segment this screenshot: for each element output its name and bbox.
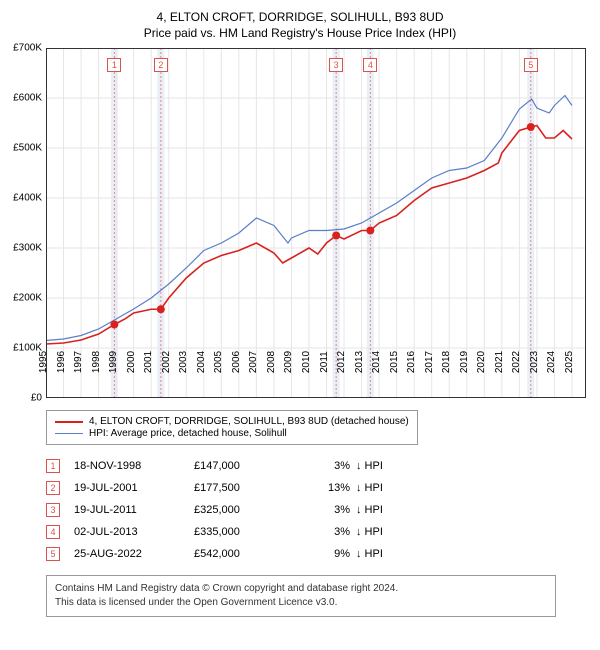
event-price: £335,000 bbox=[194, 526, 294, 538]
x-tick-label: 1995 bbox=[38, 351, 49, 373]
y-tick-label: £400K bbox=[13, 193, 42, 204]
event-price: £542,000 bbox=[194, 548, 294, 560]
x-tick-label: 2021 bbox=[494, 351, 505, 373]
event-num: 1 bbox=[46, 459, 60, 473]
event-pct: 3% bbox=[294, 526, 354, 538]
chart-title: 4, ELTON CROFT, DORRIDGE, SOLIHULL, B93 … bbox=[8, 10, 592, 24]
x-tick-label: 2012 bbox=[336, 351, 347, 373]
x-tick-label: 2009 bbox=[283, 351, 294, 373]
y-tick-label: £300K bbox=[13, 243, 42, 254]
x-tick-label: 2005 bbox=[213, 351, 224, 373]
event-pct: 3% bbox=[294, 460, 354, 472]
x-tick-label: 2025 bbox=[564, 351, 575, 373]
event-price: £147,000 bbox=[194, 460, 294, 472]
attribution-line2: This data is licensed under the Open Gov… bbox=[55, 596, 547, 609]
event-num: 2 bbox=[46, 481, 60, 495]
x-tick-label: 2013 bbox=[354, 351, 365, 373]
x-tick-label: 2003 bbox=[178, 351, 189, 373]
x-tick-label: 1996 bbox=[56, 351, 67, 373]
x-tick-label: 1997 bbox=[73, 351, 84, 373]
attribution: Contains HM Land Registry data © Crown c… bbox=[46, 575, 556, 617]
event-num: 3 bbox=[46, 503, 60, 517]
legend-item: HPI: Average price, detached house, Soli… bbox=[55, 428, 409, 439]
event-marker-3: 3 bbox=[329, 58, 343, 72]
x-tick-label: 2004 bbox=[196, 351, 207, 373]
event-date: 25-AUG-2022 bbox=[74, 548, 194, 560]
x-tick-label: 2008 bbox=[266, 351, 277, 373]
x-tick-label: 2007 bbox=[248, 351, 259, 373]
event-direction: ↓ HPI bbox=[354, 548, 414, 560]
x-tick-label: 2001 bbox=[143, 351, 154, 373]
event-date: 02-JUL-2013 bbox=[74, 526, 194, 538]
x-tick-label: 2011 bbox=[319, 351, 330, 373]
chart-area: £0£100K£200K£300K£400K£500K£600K£700K 12… bbox=[46, 48, 600, 398]
x-tick-label: 2020 bbox=[476, 351, 487, 373]
x-tick-label: 2015 bbox=[389, 351, 400, 373]
x-tick-label: 2010 bbox=[301, 351, 312, 373]
legend-item: 4, ELTON CROFT, DORRIDGE, SOLIHULL, B93 … bbox=[55, 416, 409, 427]
x-tick-label: 2019 bbox=[459, 351, 470, 373]
event-marker-5: 5 bbox=[524, 58, 538, 72]
event-direction: ↓ HPI bbox=[354, 460, 414, 472]
event-row: 2 19-JUL-2001 £177,500 13% ↓ HPI bbox=[46, 477, 414, 499]
y-tick-label: £500K bbox=[13, 143, 42, 154]
x-tick-label: 2024 bbox=[546, 351, 557, 373]
event-direction: ↓ HPI bbox=[354, 482, 414, 494]
event-row: 3 19-JUL-2011 £325,000 3% ↓ HPI bbox=[46, 499, 414, 521]
y-tick-label: £600K bbox=[13, 93, 42, 104]
legend: 4, ELTON CROFT, DORRIDGE, SOLIHULL, B93 … bbox=[46, 410, 418, 445]
x-tick-label: 2023 bbox=[529, 351, 540, 373]
event-pct: 9% bbox=[294, 548, 354, 560]
event-row: 4 02-JUL-2013 £335,000 3% ↓ HPI bbox=[46, 521, 414, 543]
event-pct: 13% bbox=[294, 482, 354, 494]
event-direction: ↓ HPI bbox=[354, 526, 414, 538]
y-tick-label: £200K bbox=[13, 293, 42, 304]
events-table: 1 18-NOV-1998 £147,000 3% ↓ HPI2 19-JUL-… bbox=[46, 455, 414, 565]
event-price: £177,500 bbox=[194, 482, 294, 494]
x-tick-label: 2022 bbox=[511, 351, 522, 373]
event-direction: ↓ HPI bbox=[354, 504, 414, 516]
x-tick-label: 1999 bbox=[108, 351, 119, 373]
event-row: 1 18-NOV-1998 £147,000 3% ↓ HPI bbox=[46, 455, 414, 477]
x-tick-label: 2002 bbox=[161, 351, 172, 373]
event-num: 4 bbox=[46, 525, 60, 539]
event-marker-2: 2 bbox=[154, 58, 168, 72]
event-marker-1: 1 bbox=[107, 58, 121, 72]
event-num: 5 bbox=[46, 547, 60, 561]
event-date: 19-JUL-2001 bbox=[74, 482, 194, 494]
x-tick-label: 2006 bbox=[231, 351, 242, 373]
event-date: 18-NOV-1998 bbox=[74, 460, 194, 472]
y-tick-label: £700K bbox=[13, 43, 42, 54]
x-tick-label: 2018 bbox=[441, 351, 452, 373]
event-price: £325,000 bbox=[194, 504, 294, 516]
x-tick-label: 1998 bbox=[91, 351, 102, 373]
event-row: 5 25-AUG-2022 £542,000 9% ↓ HPI bbox=[46, 543, 414, 565]
chart-subtitle: Price paid vs. HM Land Registry's House … bbox=[8, 26, 592, 40]
x-tick-label: 2014 bbox=[371, 351, 382, 373]
attribution-line1: Contains HM Land Registry data © Crown c… bbox=[55, 582, 547, 595]
x-tick-label: 2017 bbox=[424, 351, 435, 373]
x-tick-label: 2000 bbox=[126, 351, 137, 373]
x-tick-label: 2016 bbox=[406, 351, 417, 373]
event-marker-4: 4 bbox=[363, 58, 377, 72]
event-pct: 3% bbox=[294, 504, 354, 516]
chart-svg bbox=[46, 48, 586, 398]
event-date: 19-JUL-2011 bbox=[74, 504, 194, 516]
